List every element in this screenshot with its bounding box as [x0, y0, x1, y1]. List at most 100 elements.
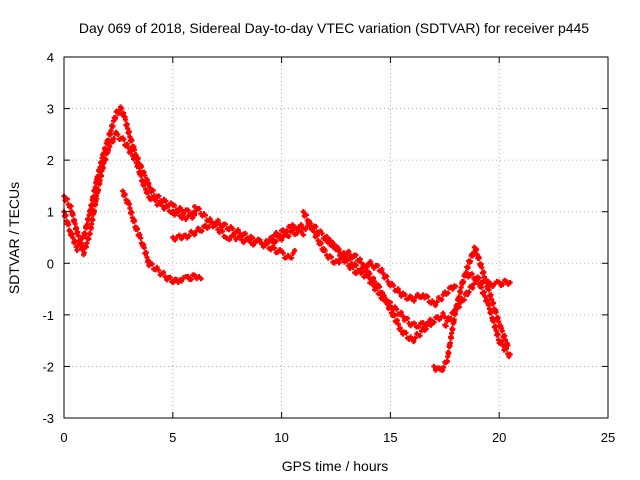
data-point-arc-10 — [471, 281, 477, 287]
data-point-arc-10 — [492, 323, 499, 329]
data-point-arc-11 — [476, 275, 482, 281]
data-point-arc-5 — [271, 245, 277, 251]
data-point-arc-2 — [111, 136, 117, 142]
data-point-arc-9 — [502, 337, 509, 343]
data-point-arc-9 — [451, 317, 457, 323]
data-point-arc-2 — [121, 136, 127, 143]
x-tick-label: 15 — [383, 430, 397, 445]
data-point-arc-2 — [91, 208, 97, 214]
data-point-arc-8 — [390, 282, 397, 289]
data-point-arc-2 — [81, 249, 87, 256]
data-point-arc-3 — [178, 278, 185, 284]
data-point-arc-7 — [431, 319, 437, 326]
data-point-arc-4 — [215, 217, 221, 223]
data-point-arc-11 — [473, 277, 479, 283]
data-point-arc-1 — [129, 137, 135, 144]
data-point-arc-2 — [73, 225, 80, 231]
data-point-arc-9 — [458, 289, 464, 295]
data-point-arc-3 — [167, 274, 173, 280]
data-point-arc-2 — [64, 196, 70, 202]
data-points — [61, 104, 513, 373]
data-point-arc-8 — [364, 264, 370, 270]
data-point-arc-4 — [172, 237, 178, 243]
data-point-arc-10 — [491, 318, 497, 324]
data-point-arc-4 — [186, 233, 192, 239]
data-point-arc-4 — [178, 236, 185, 242]
data-point-arc-7 — [384, 301, 391, 307]
data-point-arc-4 — [289, 228, 296, 234]
data-point-arc-2 — [70, 212, 76, 218]
data-point-arc-9 — [441, 364, 447, 371]
data-point-arc-1 — [84, 221, 90, 228]
data-point-arc-1 — [118, 105, 124, 112]
data-point-arc-1 — [185, 207, 191, 213]
data-point-arc-9 — [446, 350, 452, 356]
data-point-arc-2 — [72, 221, 78, 227]
data-point-arc-11 — [496, 279, 502, 285]
data-point-arc-5 — [191, 203, 198, 210]
y-tick-label: 4 — [47, 50, 54, 65]
data-point-arc-8 — [380, 270, 386, 276]
data-point-arc-10 — [453, 308, 459, 314]
data-point-arc-4 — [199, 228, 205, 234]
data-point-arc-11 — [469, 271, 475, 277]
data-point-arc-5 — [280, 250, 286, 256]
data-point-arc-1 — [126, 129, 132, 135]
data-point-arc-3 — [134, 226, 141, 232]
data-point-arc-8 — [358, 270, 364, 276]
data-point-arc-5 — [290, 250, 296, 257]
data-point-arc-8 — [398, 293, 404, 299]
data-point-arc-9 — [490, 300, 497, 306]
data-point-arc-6 — [269, 236, 276, 242]
data-point-arc-10 — [451, 310, 458, 317]
data-point-arc-2 — [152, 197, 158, 204]
y-tick-label: -3 — [42, 411, 54, 426]
data-point-arc-7 — [322, 247, 328, 254]
data-point-arc-7 — [376, 284, 383, 290]
data-point-arc-9 — [499, 328, 505, 334]
data-point-arc-1 — [74, 247, 80, 253]
data-point-arc-1 — [150, 187, 156, 194]
data-point-arc-2 — [142, 181, 148, 187]
data-point-arc-8 — [439, 296, 445, 303]
data-point-arc-6 — [394, 306, 400, 312]
data-point-arc-7 — [346, 248, 352, 254]
data-point-arc-10 — [507, 351, 513, 357]
data-point-arc-2 — [158, 199, 164, 205]
data-point-arc-1 — [163, 198, 169, 204]
data-point-arc-3 — [143, 249, 149, 256]
data-point-arc-2 — [138, 172, 144, 179]
data-point-arc-10 — [488, 309, 494, 316]
data-point-arc-2 — [87, 231, 93, 237]
data-point-arc-5 — [202, 212, 209, 218]
data-point-arc-10 — [470, 285, 476, 291]
data-point-arc-11 — [482, 277, 488, 283]
data-point-arc-4 — [286, 233, 292, 239]
data-point-arc-7 — [372, 279, 378, 285]
data-point-arc-8 — [322, 234, 328, 241]
data-point-arc-11 — [500, 281, 506, 287]
data-point-arc-2 — [145, 189, 151, 196]
data-point-arc-11 — [507, 279, 513, 286]
data-point-arc-1 — [82, 230, 88, 237]
data-point-arc-6 — [416, 324, 422, 330]
data-point-arc-3 — [160, 269, 167, 275]
data-point-arc-9 — [473, 246, 480, 253]
data-point-arc-4 — [230, 226, 236, 232]
y-tick-label: 0 — [47, 256, 54, 271]
data-point-arc-2 — [95, 187, 101, 193]
data-point-arc-1 — [156, 193, 162, 199]
data-point-arc-6 — [400, 313, 406, 319]
data-point-arc-3 — [198, 276, 204, 282]
x-axis-label: GPS time / hours — [282, 458, 389, 474]
data-point-arc-10 — [456, 304, 462, 310]
data-point-arc-6 — [298, 222, 304, 228]
data-point-arc-8 — [350, 264, 356, 270]
data-point-arc-8 — [334, 244, 340, 250]
data-point-arc-3 — [141, 245, 147, 251]
data-point-arc-10 — [500, 342, 506, 349]
data-point-arc-7 — [357, 256, 363, 262]
data-point-arc-7 — [417, 333, 423, 339]
data-point-arc-7 — [318, 241, 324, 247]
